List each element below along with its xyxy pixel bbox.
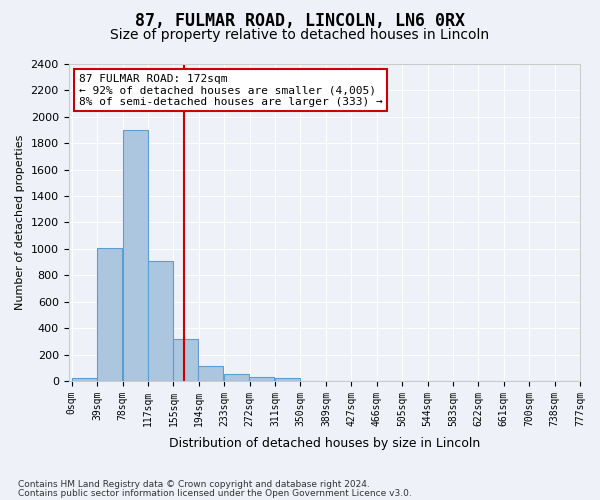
Bar (123, 130, 148, 381)
Bar (148, 261, 173, 381)
Text: 87, FULMAR ROAD, LINCOLN, LN6 0RX: 87, FULMAR ROAD, LINCOLN, LN6 0RX (135, 12, 465, 30)
Bar (72, 378, 97, 381)
Text: Size of property relative to detached houses in Lincoln: Size of property relative to detached ho… (110, 28, 490, 42)
Bar (224, 374, 249, 381)
Bar (249, 377, 274, 381)
Text: 87 FULMAR ROAD: 172sqm
← 92% of detached houses are smaller (4,005)
8% of semi-d: 87 FULMAR ROAD: 172sqm ← 92% of detached… (79, 74, 383, 106)
Bar (97, 248, 122, 381)
Text: Contains HM Land Registry data © Crown copyright and database right 2024.: Contains HM Land Registry data © Crown c… (18, 480, 370, 489)
Bar (199, 366, 223, 381)
Y-axis label: Number of detached properties: Number of detached properties (15, 135, 25, 310)
Text: Contains public sector information licensed under the Open Government Licence v3: Contains public sector information licen… (18, 488, 412, 498)
X-axis label: Distribution of detached houses by size in Lincoln: Distribution of detached houses by size … (169, 437, 480, 450)
Bar (275, 378, 299, 381)
Bar (173, 340, 198, 381)
